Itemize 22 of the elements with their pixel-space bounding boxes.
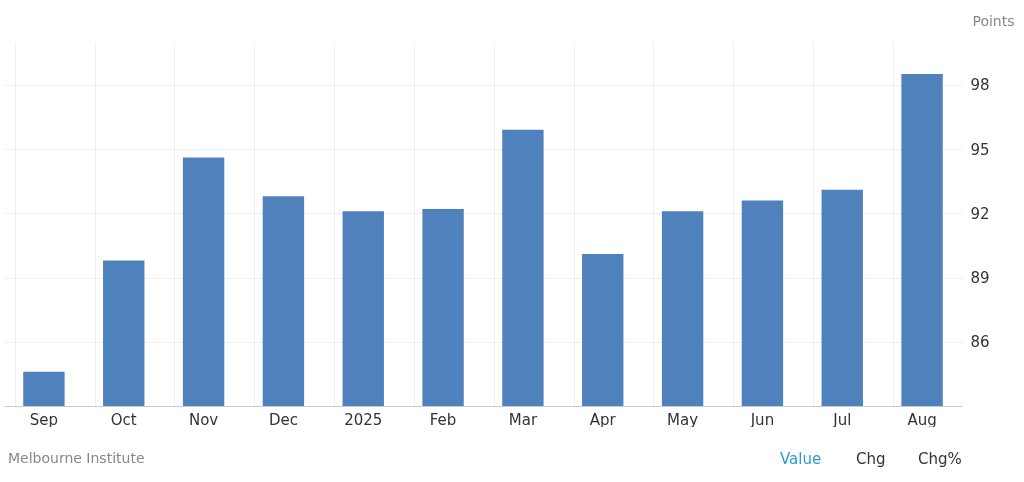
- x-tick-label: May: [667, 410, 699, 429]
- x-tick-label: Feb: [429, 410, 457, 429]
- x-tick-label: Nov: [188, 410, 219, 429]
- y-tick-label: 92: [970, 204, 990, 223]
- x-tick-label: 2025: [344, 410, 383, 429]
- text: Value: [780, 450, 822, 468]
- x-tick-label: Oct: [110, 410, 137, 429]
- y-tick-label: 89: [970, 269, 990, 288]
- y-tick-label: 95: [970, 140, 990, 159]
- text: Chg: [856, 450, 886, 468]
- y-axis-title: Points: [972, 12, 1015, 29]
- y-tick-label: 98: [970, 76, 990, 95]
- x-tick-label: Aug: [907, 410, 937, 429]
- x-tick-label: Apr: [589, 410, 617, 429]
- x-tick-label: Sep: [29, 410, 59, 429]
- x-tick-label: Dec: [268, 410, 298, 429]
- x-tick-label: Mar: [508, 410, 538, 429]
- x-tick-label: Jul: [832, 410, 852, 429]
- text: Melbourne Institute: [8, 450, 145, 466]
- y-tick-label: 86: [970, 333, 990, 352]
- x-tick-label: Jun: [749, 410, 775, 429]
- text: Chg%: [918, 450, 962, 468]
